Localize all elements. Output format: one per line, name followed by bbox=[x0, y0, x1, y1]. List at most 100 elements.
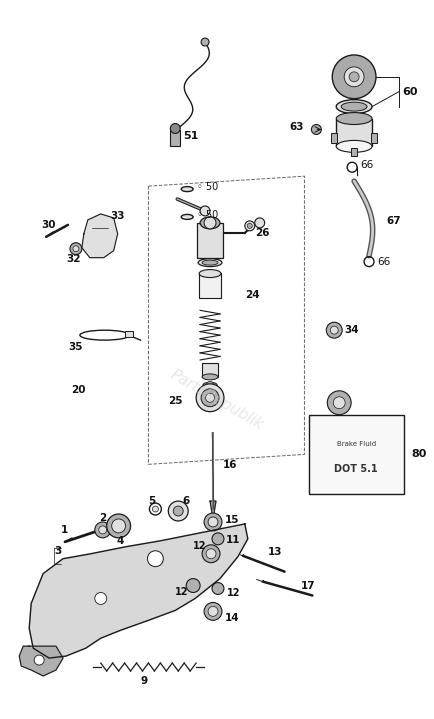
Text: ◦ 50: ◦ 50 bbox=[197, 210, 218, 220]
Text: 33: 33 bbox=[111, 211, 125, 221]
Text: 1: 1 bbox=[61, 525, 68, 535]
Circle shape bbox=[204, 217, 216, 229]
Circle shape bbox=[330, 326, 338, 334]
Circle shape bbox=[333, 397, 345, 408]
Text: 25: 25 bbox=[168, 395, 183, 406]
Circle shape bbox=[311, 124, 321, 134]
Circle shape bbox=[202, 545, 220, 563]
Text: 20: 20 bbox=[71, 385, 85, 395]
Text: 67: 67 bbox=[386, 216, 401, 226]
Circle shape bbox=[349, 72, 359, 82]
Text: 63: 63 bbox=[289, 122, 304, 132]
Circle shape bbox=[245, 221, 255, 231]
Circle shape bbox=[204, 513, 222, 531]
Circle shape bbox=[344, 67, 364, 87]
Text: 11: 11 bbox=[226, 535, 240, 545]
Bar bbox=[371, 134, 377, 143]
Circle shape bbox=[208, 517, 218, 527]
Circle shape bbox=[170, 124, 180, 134]
Ellipse shape bbox=[202, 260, 218, 265]
Circle shape bbox=[95, 522, 111, 538]
Bar bbox=[202, 363, 218, 377]
Text: 30: 30 bbox=[41, 220, 56, 230]
Ellipse shape bbox=[336, 100, 372, 114]
Text: 80: 80 bbox=[412, 449, 427, 459]
Circle shape bbox=[73, 246, 79, 252]
Text: 26: 26 bbox=[255, 228, 269, 238]
Bar bbox=[331, 134, 337, 143]
Bar bbox=[309, 415, 404, 494]
Polygon shape bbox=[29, 524, 248, 658]
Circle shape bbox=[206, 393, 214, 402]
Text: 24: 24 bbox=[245, 290, 260, 301]
Text: 16: 16 bbox=[223, 460, 237, 470]
Circle shape bbox=[34, 655, 44, 665]
Circle shape bbox=[148, 551, 163, 567]
Polygon shape bbox=[210, 501, 216, 519]
Circle shape bbox=[107, 514, 131, 538]
Circle shape bbox=[204, 603, 222, 620]
Circle shape bbox=[152, 506, 158, 512]
Circle shape bbox=[206, 549, 216, 559]
Circle shape bbox=[201, 389, 219, 407]
Ellipse shape bbox=[198, 259, 222, 267]
Ellipse shape bbox=[336, 113, 372, 124]
Text: ◦ 50: ◦ 50 bbox=[197, 182, 218, 192]
Bar bbox=[199, 273, 221, 298]
Circle shape bbox=[196, 384, 224, 412]
Circle shape bbox=[255, 218, 265, 228]
Circle shape bbox=[207, 381, 214, 388]
Circle shape bbox=[208, 606, 218, 616]
Circle shape bbox=[70, 243, 82, 255]
Text: 66: 66 bbox=[360, 160, 373, 170]
Text: 5: 5 bbox=[148, 496, 156, 506]
Bar bbox=[351, 148, 357, 156]
Circle shape bbox=[99, 526, 107, 534]
Polygon shape bbox=[82, 214, 118, 257]
Circle shape bbox=[200, 206, 210, 216]
Text: 6: 6 bbox=[182, 496, 190, 506]
Text: 34: 34 bbox=[344, 325, 359, 335]
Bar bbox=[170, 130, 180, 147]
Text: 15: 15 bbox=[225, 515, 240, 525]
Bar bbox=[336, 119, 372, 147]
Text: 32: 32 bbox=[66, 254, 80, 264]
Circle shape bbox=[168, 501, 188, 521]
Circle shape bbox=[186, 579, 200, 592]
Text: 12: 12 bbox=[193, 541, 207, 551]
Text: 13: 13 bbox=[268, 546, 282, 557]
Circle shape bbox=[112, 519, 125, 533]
Text: 51: 51 bbox=[183, 132, 199, 142]
Ellipse shape bbox=[199, 270, 221, 278]
Circle shape bbox=[95, 592, 107, 605]
Text: Brake Fluid: Brake Fluid bbox=[336, 441, 376, 447]
Bar bbox=[197, 224, 223, 258]
Polygon shape bbox=[19, 646, 63, 676]
Ellipse shape bbox=[181, 187, 193, 191]
Ellipse shape bbox=[181, 214, 193, 219]
Text: 14: 14 bbox=[225, 613, 240, 623]
Text: 35: 35 bbox=[68, 342, 82, 352]
Circle shape bbox=[326, 322, 342, 338]
Text: 3: 3 bbox=[54, 546, 61, 556]
Text: 12: 12 bbox=[175, 587, 189, 597]
Ellipse shape bbox=[203, 383, 217, 388]
Circle shape bbox=[173, 506, 183, 516]
Circle shape bbox=[332, 55, 376, 99]
Text: 4: 4 bbox=[117, 536, 124, 546]
Bar bbox=[125, 331, 132, 337]
Ellipse shape bbox=[202, 374, 218, 380]
Text: 66: 66 bbox=[377, 257, 390, 267]
Text: 9: 9 bbox=[141, 676, 148, 686]
Text: DOT 5.1: DOT 5.1 bbox=[334, 464, 378, 475]
Circle shape bbox=[327, 391, 351, 415]
Ellipse shape bbox=[341, 102, 367, 111]
Text: 17: 17 bbox=[300, 580, 315, 590]
Text: 2: 2 bbox=[99, 513, 106, 523]
Text: 60: 60 bbox=[402, 87, 418, 97]
Text: 12: 12 bbox=[227, 588, 240, 598]
Circle shape bbox=[201, 38, 209, 46]
Circle shape bbox=[247, 224, 252, 229]
Ellipse shape bbox=[336, 140, 372, 152]
Circle shape bbox=[212, 533, 224, 545]
